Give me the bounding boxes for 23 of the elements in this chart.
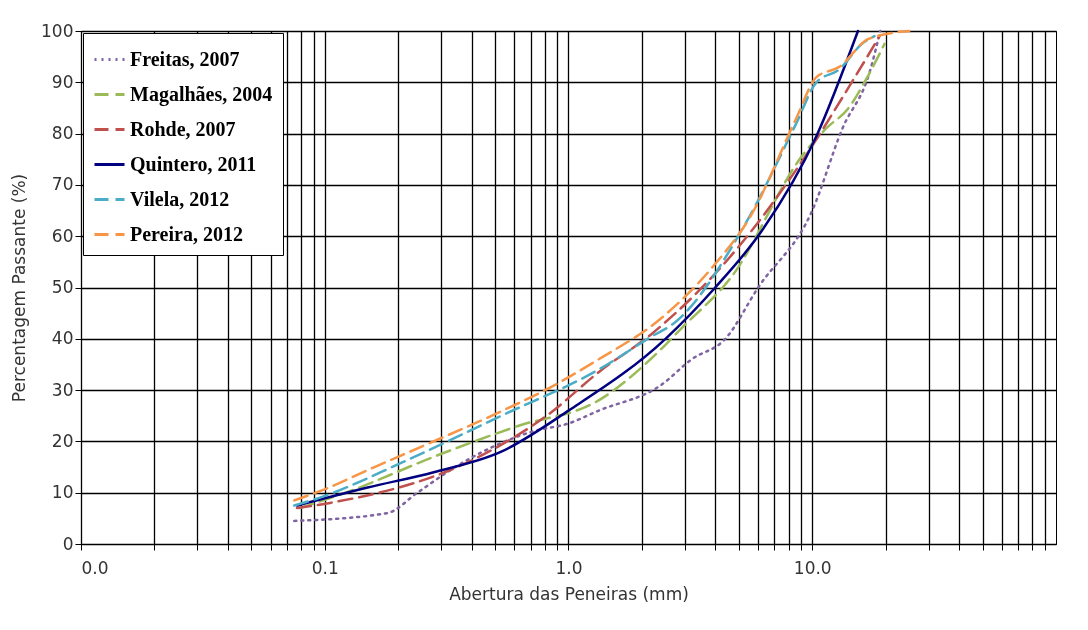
legend-label: Freitas, 2007 [130, 47, 240, 70]
x-tick-label: 10.0 [793, 557, 832, 578]
legend-label: Quintero, 2011 [130, 152, 257, 175]
y-tick-label: 30 [51, 379, 74, 400]
y-axis-title: Percentagem Passante (%) [9, 173, 30, 403]
x-axis-title: Abertura das Peneiras (mm) [449, 583, 689, 604]
y-tick-label: 100 [41, 20, 74, 41]
y-tick-label: 70 [51, 174, 74, 195]
x-tick-label: 0.0 [81, 557, 109, 578]
y-tick-label: 40 [51, 328, 74, 349]
y-tick-label: 80 [51, 123, 74, 144]
y-tick-label: 20 [51, 430, 74, 451]
legend-label: Magalhães, 2004 [130, 82, 273, 106]
legend-label: Vilela, 2012 [130, 187, 230, 210]
y-tick-label: 10 [51, 482, 74, 503]
y-tick-label: 90 [51, 71, 74, 92]
y-tick-label: 60 [51, 225, 74, 246]
x-tick-label: 0.1 [311, 557, 339, 578]
legend-label: Rohde, 2007 [130, 117, 236, 140]
y-tick-label: 50 [51, 277, 74, 297]
x-tick-label: 1.0 [555, 557, 583, 578]
y-tick-label: 0 [62, 533, 74, 554]
legend-label: Pereira, 2012 [130, 222, 243, 245]
